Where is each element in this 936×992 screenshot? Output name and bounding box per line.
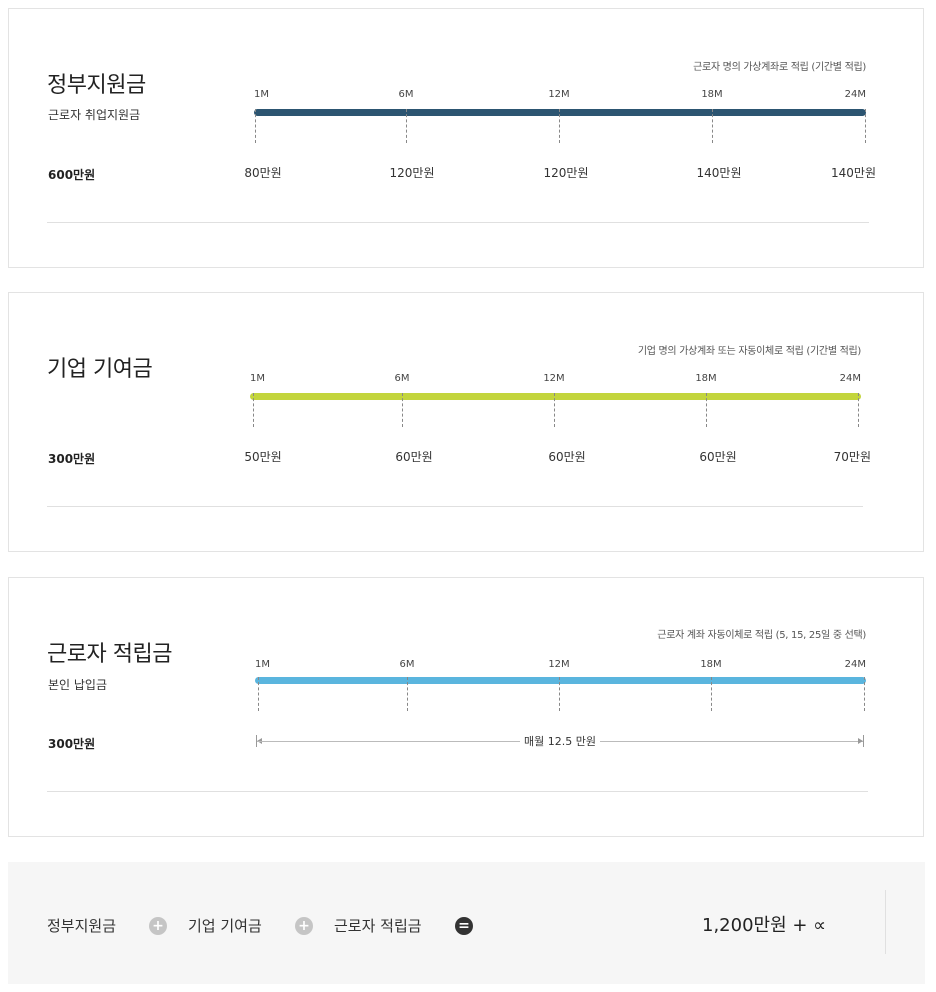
tick-marker xyxy=(559,109,560,143)
card-total: 300만원 xyxy=(48,452,96,466)
period-amount: 140만원 xyxy=(831,166,876,180)
tick-marker xyxy=(865,109,866,143)
tick-label: 24M xyxy=(844,89,866,100)
tick-label: 18M xyxy=(700,659,722,670)
card-divider xyxy=(47,506,863,507)
period-amount: 60만원 xyxy=(699,450,737,464)
arrow-end-cap xyxy=(863,735,864,747)
arrow-start-cap xyxy=(256,735,257,747)
tick-label: 18M xyxy=(701,89,723,100)
tick-marker xyxy=(407,677,408,711)
card-divider xyxy=(47,791,868,792)
tick-marker xyxy=(554,393,555,427)
worker-savings-card: 근로자 적립금 본인 납입금 근로자 계좌 자동이체로 적립 (5, 15, 2… xyxy=(8,577,924,837)
card-total: 300만원 xyxy=(48,737,96,751)
tick-marker xyxy=(706,393,707,427)
tick-label: 24M xyxy=(844,659,866,670)
card-divider xyxy=(47,222,869,223)
arrow-right-head xyxy=(858,738,863,744)
tick-label: 1M xyxy=(254,89,269,100)
period-amount: 70만원 xyxy=(833,450,871,464)
timeline-bar xyxy=(255,677,866,684)
tick-marker xyxy=(864,677,865,711)
tick-marker xyxy=(402,393,403,427)
card-title: 근로자 적립금 xyxy=(47,642,172,667)
tick-marker xyxy=(255,109,256,143)
timeline-bar xyxy=(250,393,861,400)
card-note: 근로자 계좌 자동이체로 적립 (5, 15, 25일 중 선택) xyxy=(657,630,866,641)
total-summary: 정부지원금 + 기업 기여금 + 근로자 적립금 = 1,200만원 + ∝ xyxy=(8,862,925,984)
summary-company-contribution: 기업 기여금 xyxy=(188,917,262,935)
plus-icon: + xyxy=(149,917,167,935)
tick-label: 1M xyxy=(255,659,270,670)
timeline: 1M 6M 12M 18M 24M xyxy=(255,659,866,759)
monthly-amount-label: 매월 12.5 만원 xyxy=(520,733,600,749)
tick-label: 12M xyxy=(548,89,570,100)
tick-marker xyxy=(712,109,713,143)
tick-marker xyxy=(559,677,560,711)
card-note: 근로자 명의 가상계좌로 적립 (기간별 적립) xyxy=(693,62,866,73)
card-total: 600만원 xyxy=(48,168,96,182)
tick-label: 18M xyxy=(695,373,717,384)
card-subtitle: 본인 납입금 xyxy=(48,678,108,692)
plus-icon: + xyxy=(295,917,313,935)
company-contribution-card: 기업 기여금 기업 명의 가상계좌 또는 자동이체로 적립 (기간별 적립) 3… xyxy=(8,292,924,552)
tick-label: 6M xyxy=(394,373,410,384)
card-subtitle: 근로자 취업지원금 xyxy=(48,108,141,122)
tick-label: 6M xyxy=(398,89,414,100)
period-amount: 60만원 xyxy=(395,450,433,464)
timeline-bar xyxy=(254,109,866,116)
summary-total: 1,200만원 + ∝ xyxy=(702,915,827,936)
tick-marker xyxy=(858,393,859,427)
summary-government-subsidy: 정부지원금 xyxy=(47,917,117,935)
tick-label: 12M xyxy=(543,373,565,384)
tick-marker xyxy=(253,393,254,427)
card-title: 정부지원금 xyxy=(47,73,146,98)
government-subsidy-card: 정부지원금 근로자 취업지원금 근로자 명의 가상계좌로 적립 (기간별 적립)… xyxy=(8,8,924,268)
tick-marker xyxy=(258,677,259,711)
period-amount: 80만원 xyxy=(244,166,282,180)
tick-marker xyxy=(406,109,407,143)
tick-marker xyxy=(711,677,712,711)
period-amount: 120만원 xyxy=(389,166,435,180)
timeline: 1M 6M 12M 18M 24M 80만원 120만원 120만원 140만원… xyxy=(244,89,876,189)
tick-label: 1M xyxy=(250,373,265,384)
tick-label: 6M xyxy=(399,659,415,670)
summary-divider xyxy=(885,890,886,954)
tick-label: 24M xyxy=(839,373,861,384)
period-amount: 120만원 xyxy=(543,166,589,180)
timeline: 1M 6M 12M 18M 24M 50만원 60만원 60만원 60만원 70… xyxy=(244,373,871,473)
period-amount: 140만원 xyxy=(696,166,742,180)
tick-label: 12M xyxy=(548,659,570,670)
card-note: 기업 명의 가상계좌 또는 자동이체로 적립 (기간별 적립) xyxy=(637,346,861,357)
period-amount: 60만원 xyxy=(548,450,586,464)
equals-icon: = xyxy=(455,917,473,935)
card-title: 기업 기여금 xyxy=(47,357,153,382)
period-amount: 50만원 xyxy=(244,450,282,464)
summary-worker-savings: 근로자 적립금 xyxy=(334,917,422,935)
